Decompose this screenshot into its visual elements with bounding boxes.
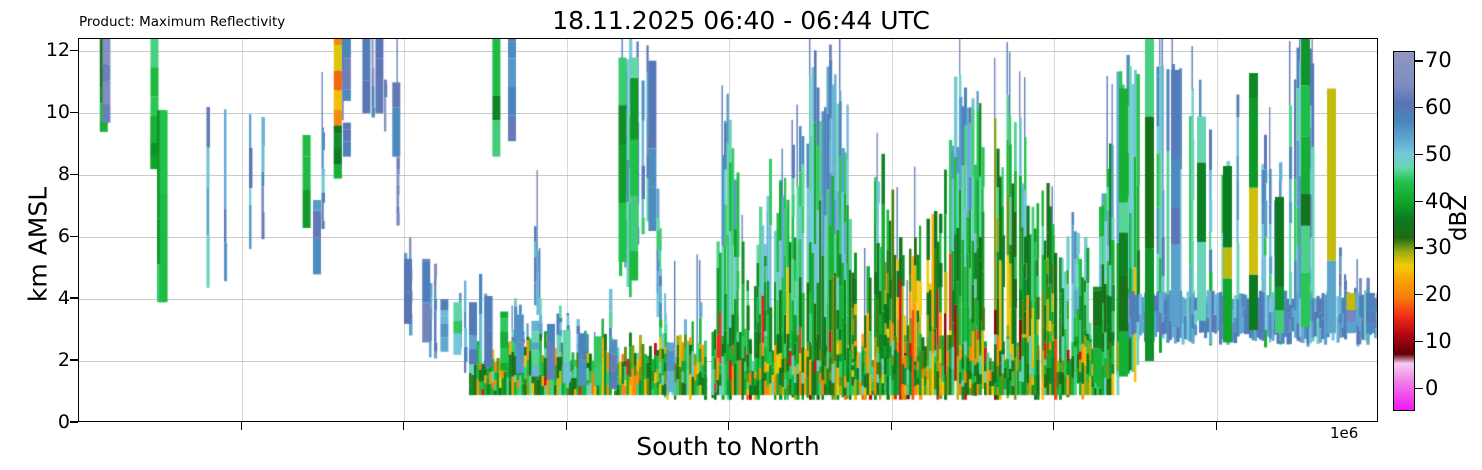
colorbar (1393, 51, 1415, 411)
colorbar-gradient (1393, 51, 1415, 411)
colorbar-tick-mark (1415, 247, 1423, 249)
product-subtitle: Product: Maximum Reflectivity (79, 14, 286, 30)
x-axis-label: South to North (636, 432, 820, 461)
colorbar-tick-label: 10 (1425, 328, 1452, 353)
colorbar-tick-label: 60 (1425, 95, 1452, 120)
y-tick-mark (70, 111, 78, 113)
x-tick-mark (240, 422, 242, 430)
colorbar-tick-mark (1415, 60, 1423, 62)
y-tick-mark (70, 421, 78, 423)
x-tick-mark (565, 422, 567, 430)
colorbar-tick-mark (1415, 200, 1423, 202)
colorbar-tick-label: 70 (1425, 48, 1452, 73)
x-tick-mark (1215, 422, 1217, 430)
y-tick-mark (70, 235, 78, 237)
y-tick-mark (70, 297, 78, 299)
y-tick-label: 10 (45, 101, 70, 124)
y-tick-mark (70, 359, 78, 361)
y-tick-mark (70, 173, 78, 175)
colorbar-tick-mark (1415, 153, 1423, 156)
y-tick-label: 8 (57, 163, 70, 186)
y-tick-label: 6 (57, 225, 70, 248)
colorbar-tick-label: 40 (1425, 188, 1452, 213)
y-tick-label: 12 (45, 39, 70, 62)
colorbar-tick-mark (1415, 387, 1423, 389)
colorbar-tick-label: 30 (1425, 235, 1452, 260)
figure-title: 18.11.2025 06:40 - 06:44 UTC (552, 6, 930, 35)
x-tick-mark (728, 422, 730, 430)
y-tick-label: 0 (57, 411, 70, 433)
plot-area (78, 38, 1378, 422)
y-tick-label: 4 (57, 287, 70, 310)
x-tick-mark (403, 422, 405, 430)
y-axis-label: km AMSL (23, 186, 53, 303)
y-tick-label: 2 (57, 349, 70, 372)
colorbar-tick-mark (1415, 340, 1423, 343)
reflectivity-data (79, 39, 1377, 421)
colorbar-tick-label: 20 (1425, 282, 1452, 307)
x-tick-mark (890, 422, 892, 430)
colorbar-tick-label: 0 (1425, 375, 1439, 400)
x-tick-mark (1053, 422, 1055, 430)
x-axis-offset-label: 1e6 (1330, 424, 1359, 442)
colorbar-tick-mark (1415, 107, 1423, 109)
y-tick-mark (70, 49, 78, 52)
colorbar-tick-label: 50 (1425, 141, 1452, 166)
colorbar-tick-mark (1415, 294, 1423, 296)
colorbar-title: dBZ (1446, 194, 1472, 242)
